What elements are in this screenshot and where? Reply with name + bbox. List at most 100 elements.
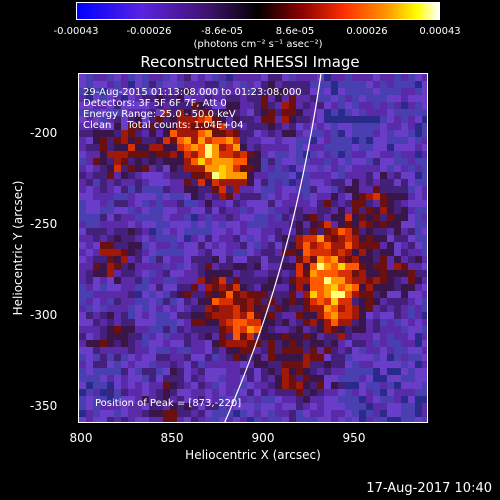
image-pixel (338, 74, 345, 81)
image-pixel (338, 347, 345, 354)
image-pixel (387, 109, 394, 116)
image-pixel (310, 354, 317, 361)
image-pixel (184, 284, 191, 291)
image-pixel (93, 291, 100, 298)
image-pixel (177, 382, 184, 389)
image-pixel (366, 333, 373, 340)
image-pixel (289, 340, 296, 347)
image-pixel (93, 74, 100, 81)
image-pixel (107, 340, 114, 347)
image-pixel (177, 270, 184, 277)
image-pixel (163, 74, 170, 81)
image-pixel (261, 410, 268, 417)
image-pixel (149, 284, 156, 291)
image-pixel (422, 249, 427, 256)
image-pixel (177, 207, 184, 214)
image-pixel (240, 151, 247, 158)
image-pixel (142, 284, 149, 291)
image-pixel (128, 200, 135, 207)
image-pixel (317, 221, 324, 228)
image-pixel (394, 361, 401, 368)
image-pixel (268, 193, 275, 200)
image-pixel (422, 88, 427, 95)
image-pixel (394, 186, 401, 193)
image-pixel (135, 151, 142, 158)
image-pixel (135, 81, 142, 88)
image-pixel (212, 340, 219, 347)
image-pixel (191, 256, 198, 263)
image-pixel (142, 291, 149, 298)
image-pixel (345, 109, 352, 116)
image-pixel (324, 256, 331, 263)
image-pixel (156, 368, 163, 375)
image-pixel (135, 179, 142, 186)
image-pixel (254, 228, 261, 235)
image-pixel (345, 193, 352, 200)
image-pixel (422, 179, 427, 186)
image-pixel (93, 417, 100, 422)
image-pixel (324, 193, 331, 200)
image-pixel (408, 396, 415, 403)
image-pixel (191, 277, 198, 284)
image-pixel (359, 193, 366, 200)
image-pixel (338, 340, 345, 347)
image-pixel (317, 298, 324, 305)
image-pixel (366, 396, 373, 403)
image-pixel (254, 165, 261, 172)
image-pixel (219, 109, 226, 116)
image-pixel (93, 172, 100, 179)
image-pixel (345, 403, 352, 410)
image-pixel (114, 326, 121, 333)
image-pixel (317, 263, 324, 270)
image-pixel (86, 417, 93, 422)
image-pixel (282, 270, 289, 277)
image-pixel (212, 235, 219, 242)
image-pixel (268, 81, 275, 88)
image-pixel (128, 326, 135, 333)
image-pixel (338, 221, 345, 228)
image-pixel (352, 95, 359, 102)
image-pixel (261, 95, 268, 102)
image-pixel (114, 347, 121, 354)
image-pixel (212, 242, 219, 249)
image-pixel (156, 256, 163, 263)
image-pixel (219, 312, 226, 319)
image-pixel (303, 284, 310, 291)
image-pixel (205, 214, 212, 221)
image-pixel (331, 137, 338, 144)
image-pixel (345, 326, 352, 333)
image-pixel (135, 263, 142, 270)
image-pixel (422, 228, 427, 235)
image-pixel (373, 410, 380, 417)
image-pixel (233, 81, 240, 88)
image-pixel (408, 151, 415, 158)
image-pixel (289, 277, 296, 284)
image-pixel (345, 144, 352, 151)
image-pixel (394, 235, 401, 242)
image-pixel (415, 109, 422, 116)
image-pixel (100, 291, 107, 298)
image-pixel (114, 361, 121, 368)
image-pixel (114, 186, 121, 193)
image-pixel (86, 214, 93, 221)
image-pixel (380, 137, 387, 144)
image-pixel (170, 228, 177, 235)
image-pixel (373, 207, 380, 214)
image-pixel (331, 207, 338, 214)
image-pixel (387, 249, 394, 256)
image-pixel (324, 235, 331, 242)
image-pixel (247, 312, 254, 319)
image-pixel (268, 263, 275, 270)
image-pixel (345, 396, 352, 403)
image-pixel (352, 417, 359, 422)
image-pixel (121, 270, 128, 277)
image-pixel (198, 326, 205, 333)
image-pixel (275, 130, 282, 137)
image-pixel (135, 340, 142, 347)
image-pixel (289, 256, 296, 263)
image-pixel (226, 396, 233, 403)
image-pixel (275, 151, 282, 158)
image-pixel (191, 284, 198, 291)
image-pixel (275, 88, 282, 95)
image-pixel (170, 305, 177, 312)
